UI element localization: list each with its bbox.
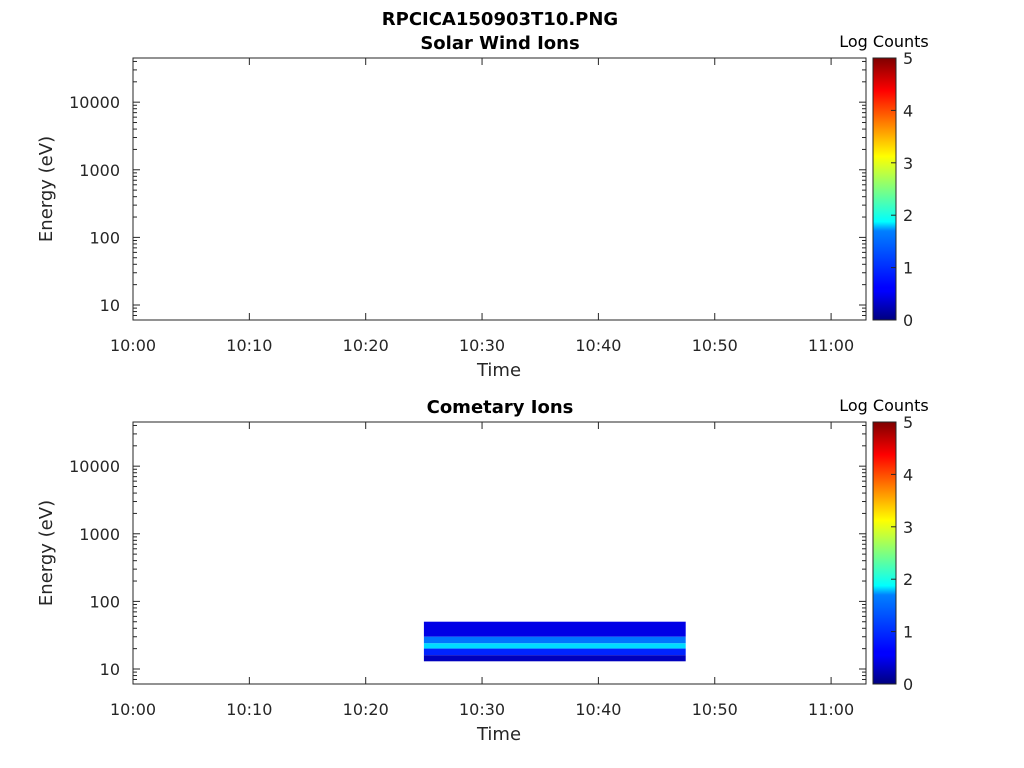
x-tick-label: 10:40 bbox=[575, 336, 621, 355]
spectrogram-cell bbox=[423, 636, 686, 644]
panel-title: Solar Wind Ions bbox=[420, 33, 579, 54]
x-tick-label: 10:10 bbox=[226, 336, 272, 355]
y-tick-label: 10 bbox=[100, 296, 120, 315]
x-tick-label: 10:00 bbox=[110, 700, 156, 719]
y-axis-label: Energy (eV) bbox=[36, 500, 57, 606]
x-tick-label: 10:00 bbox=[110, 336, 156, 355]
plot-area bbox=[132, 421, 867, 685]
spectrogram-cell bbox=[423, 643, 686, 649]
spectrogram-data bbox=[423, 621, 686, 662]
x-tick-label: 10:10 bbox=[226, 700, 272, 719]
x-axis-label: Time bbox=[476, 724, 521, 745]
colorbar-tick-label: 3 bbox=[903, 154, 913, 173]
colorbar-tick-label: 5 bbox=[903, 49, 913, 68]
figure-title: RPCICA150903T10.PNG bbox=[382, 9, 618, 30]
y-tick-label: 10000 bbox=[69, 457, 120, 476]
x-tick-label: 10:50 bbox=[692, 336, 738, 355]
panel-title: Cometary Ions bbox=[427, 397, 574, 418]
y-tick-label: 1000 bbox=[79, 161, 120, 180]
colorbar-tick-label: 2 bbox=[903, 570, 913, 589]
colorbar bbox=[872, 421, 897, 685]
colorbar-tick-label: 2 bbox=[903, 206, 913, 225]
colorbar-ticks: 0 1 2 3 4 5 bbox=[891, 413, 913, 694]
y-axis-ticks: 10 100 1000 10000 bbox=[69, 424, 866, 685]
spectrogram-cell bbox=[423, 621, 686, 637]
colorbar bbox=[872, 57, 897, 321]
solar-wind-ions-panel: Solar Wind Ions 10:00 10:10 10:20 10:30 10:4… bbox=[36, 32, 929, 381]
x-axis-ticks: 10:00 10:10 10:20 10:30 10:40 10:50 11:00 bbox=[110, 422, 854, 719]
x-tick-label: 10:50 bbox=[692, 700, 738, 719]
colorbar-label: Log Counts bbox=[839, 396, 929, 415]
x-axis-ticks: 10:00 10:10 10:20 10:30 10:40 10:50 11:00 bbox=[110, 58, 854, 355]
colorbar-tick-label: 1 bbox=[903, 259, 913, 278]
colorbar-tick-label: 1 bbox=[903, 623, 913, 642]
y-tick-label: 100 bbox=[89, 592, 120, 611]
x-tick-label: 10:20 bbox=[343, 700, 389, 719]
x-axis-label: Time bbox=[476, 360, 521, 381]
spectrogram-cell bbox=[423, 648, 686, 656]
y-tick-label: 10000 bbox=[69, 93, 120, 112]
colorbar-tick-label: 3 bbox=[903, 518, 913, 537]
colorbar-ticks: 0 1 2 3 4 5 bbox=[891, 49, 913, 330]
y-tick-label: 1000 bbox=[79, 525, 120, 544]
x-tick-label: 11:00 bbox=[808, 700, 854, 719]
y-axis-ticks: 10 100 1000 10000 bbox=[69, 60, 866, 321]
colorbar-tick-label: 0 bbox=[903, 675, 913, 694]
colorbar-tick-label: 5 bbox=[903, 413, 913, 432]
x-tick-label: 11:00 bbox=[808, 336, 854, 355]
spectrogram-cell bbox=[423, 655, 686, 662]
plot-area bbox=[132, 57, 867, 321]
x-tick-label: 10:30 bbox=[459, 336, 505, 355]
cometary-ions-panel: Cometary Ions 10:00 10:10 10:20 10:30 10:40 1… bbox=[36, 396, 929, 745]
y-tick-label: 100 bbox=[89, 228, 120, 247]
x-tick-label: 10:30 bbox=[459, 700, 505, 719]
colorbar-label: Log Counts bbox=[839, 32, 929, 51]
y-tick-label: 10 bbox=[100, 660, 120, 679]
x-tick-label: 10:40 bbox=[575, 700, 621, 719]
colorbar-tick-label: 0 bbox=[903, 311, 913, 330]
colorbar-tick-label: 4 bbox=[903, 465, 913, 484]
y-axis-label: Energy (eV) bbox=[36, 136, 57, 242]
colorbar-tick-label: 4 bbox=[903, 101, 913, 120]
x-tick-label: 10:20 bbox=[343, 336, 389, 355]
